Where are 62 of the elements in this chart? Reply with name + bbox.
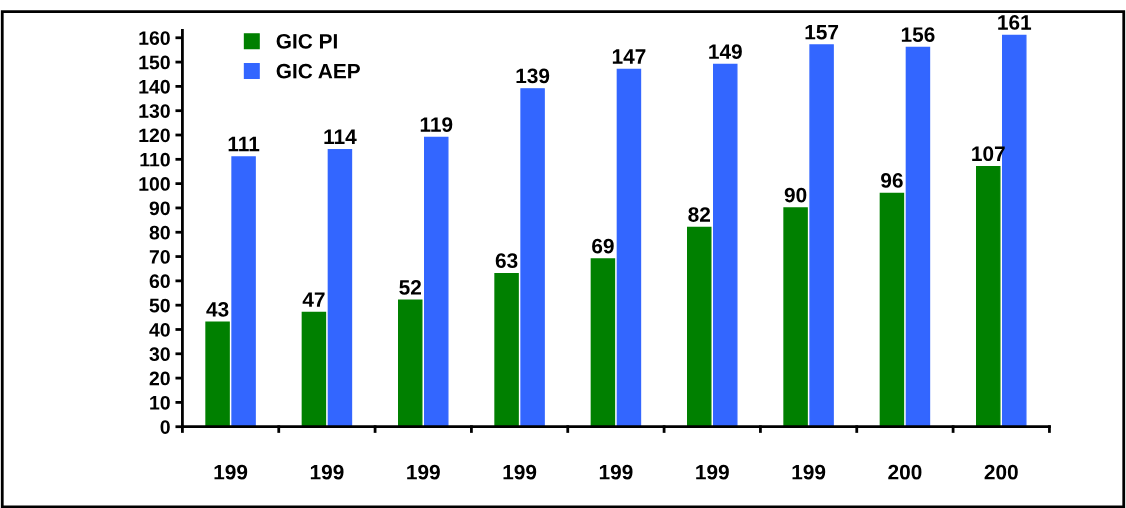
y-tick-label: 90 (149, 201, 170, 216)
bar (205, 321, 230, 427)
x-tick-label: 199 (407, 464, 440, 480)
x-tick-label: 200 (984, 464, 1018, 480)
data-label: 52 (399, 280, 421, 295)
x-tick-label: 199 (214, 464, 248, 480)
data-label: 149 (709, 44, 742, 60)
data-label: 161 (998, 15, 1032, 30)
data-label: 139 (516, 68, 550, 84)
data-label: 90 (784, 187, 807, 203)
bar (809, 44, 834, 427)
bar (905, 46, 931, 427)
bar (879, 192, 905, 427)
y-tick-label: 140 (139, 79, 170, 94)
data-label: 147 (612, 49, 646, 64)
y-tick-label: 150 (139, 55, 170, 70)
bar (424, 136, 449, 427)
x-tick-label: 199 (696, 464, 729, 480)
bar (590, 258, 616, 427)
data-label: 69 (592, 238, 614, 254)
y-tick-label: 50 (149, 298, 170, 313)
data-label: 82 (688, 207, 711, 222)
x-tick-label: 199 (599, 464, 633, 480)
bar (616, 68, 642, 427)
bar (494, 272, 519, 427)
y-tick-label: 0 (160, 420, 170, 434)
data-label: 156 (901, 27, 935, 42)
y-tick-label: 70 (149, 250, 170, 264)
x-tick-label: 199 (503, 464, 537, 480)
x-tick-label: 199 (792, 464, 826, 480)
data-label: 157 (805, 25, 839, 40)
data-label: 114 (324, 129, 357, 144)
data-label: 43 (206, 301, 229, 317)
bar (301, 311, 327, 427)
bar (397, 299, 423, 427)
bar (713, 63, 738, 427)
y-tick-label: 20 (149, 371, 170, 386)
y-tick-label: 130 (139, 104, 170, 118)
y-tick-label: 120 (139, 128, 170, 143)
bar (686, 226, 712, 427)
y-tick-label: 30 (149, 347, 170, 362)
bar (231, 156, 256, 427)
bar (783, 207, 808, 427)
y-tick-label: 40 (149, 322, 170, 337)
data-label: 96 (881, 173, 903, 188)
data-label: 119 (420, 117, 453, 132)
data-label: 111 (228, 136, 260, 152)
y-tick-label: 160 (139, 31, 170, 46)
legend-label: GIC PI (276, 33, 337, 49)
bar (976, 165, 1001, 427)
data-label: 47 (302, 292, 325, 307)
y-tick-label: 60 (149, 274, 170, 289)
legend-label: GIC AEP (276, 63, 360, 79)
x-tick-label: 200 (888, 464, 922, 480)
y-tick-label: 100 (139, 177, 170, 191)
y-tick-label: 110 (140, 152, 170, 167)
bar (327, 148, 353, 427)
bar (520, 88, 545, 427)
y-tick-label: 10 (150, 395, 170, 410)
x-tick-label: 199 (310, 464, 344, 480)
data-label: 63 (495, 253, 518, 269)
y-tick-label: 80 (149, 225, 170, 240)
